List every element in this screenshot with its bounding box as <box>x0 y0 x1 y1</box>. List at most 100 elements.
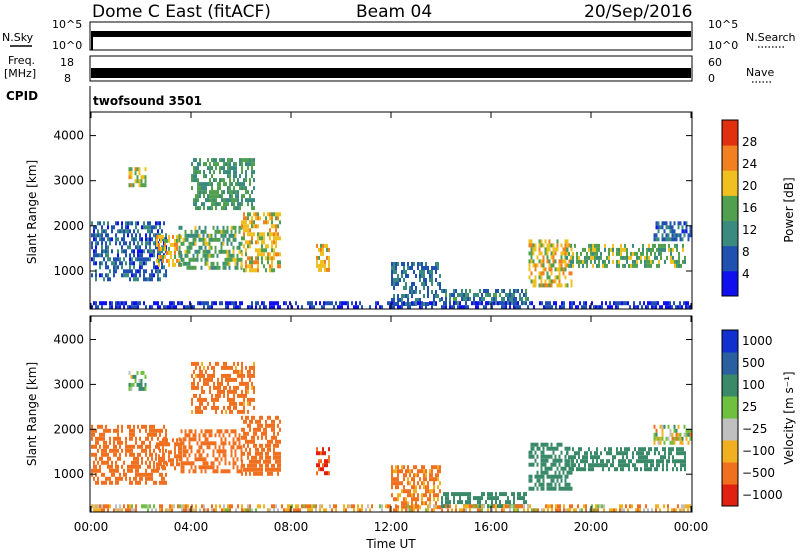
range-gate-cell <box>200 457 203 462</box>
range-gate-cell <box>241 409 243 414</box>
range-gate-cell <box>243 381 245 386</box>
range-gate-cell <box>638 459 640 464</box>
range-gate-cell <box>532 283 535 288</box>
range-gate-cell <box>411 262 413 266</box>
range-gate-cell <box>113 261 115 266</box>
range-gate-cell <box>620 243 622 248</box>
range-gate-cell <box>226 237 229 242</box>
range-gate-cell <box>253 224 255 229</box>
range-gate-cell <box>540 466 543 471</box>
range-gate-cell <box>168 234 170 239</box>
range-gate-cell <box>132 382 135 387</box>
range-gate-cell <box>255 447 257 452</box>
range-gate-cell <box>213 194 215 199</box>
range-gate-cell <box>103 436 105 441</box>
range-gate-cell <box>324 463 326 468</box>
range-gate-cell <box>379 305 381 310</box>
range-gate-cell <box>271 419 273 424</box>
range-gate-cell <box>677 305 679 310</box>
range-gate-cell <box>239 393 241 398</box>
range-gate-cell <box>249 158 251 163</box>
range-gate-cell <box>621 508 623 513</box>
range-gate-cell <box>190 265 193 270</box>
range-gate-cell <box>137 305 139 310</box>
range-gate-cell <box>199 397 201 402</box>
range-gate-cell <box>273 467 275 472</box>
range-gate-cell <box>139 269 141 274</box>
range-gate-cell <box>657 229 660 234</box>
range-gate-cell <box>275 240 277 245</box>
range-gate-cell <box>243 463 245 468</box>
range-gate-cell <box>671 237 674 242</box>
range-gate-cell <box>662 455 664 460</box>
range-gate-cell <box>243 236 245 241</box>
range-gate-cell <box>241 373 243 378</box>
range-gate-cell <box>542 442 545 447</box>
range-gate-cell <box>320 251 322 256</box>
range-gate-cell <box>439 282 441 286</box>
range-gate-cell <box>521 496 523 501</box>
range-gate-cell <box>321 504 323 509</box>
range-gate-cell <box>236 465 239 470</box>
range-gate-cell <box>407 262 409 266</box>
range-gate-cell <box>143 424 145 429</box>
range-gate-cell <box>203 508 205 513</box>
range-gate-cell <box>415 501 417 506</box>
range-gate-cell <box>109 464 111 469</box>
range-gate-cell <box>117 229 119 234</box>
range-gate-cell <box>147 508 149 513</box>
range-gate-cell <box>596 255 598 260</box>
range-gate-cell <box>241 202 243 207</box>
range-gate-cell <box>99 261 101 266</box>
range-gate-cell <box>156 442 158 447</box>
range-gate-cell <box>269 467 271 472</box>
range-gate-cell <box>479 504 481 509</box>
range-gate-cell <box>543 305 545 310</box>
range-gate-cell <box>144 175 147 180</box>
range-gate-cell <box>186 449 189 454</box>
range-gate-cell <box>588 463 590 468</box>
range-gate-cell <box>139 476 141 481</box>
range-gate-cell <box>639 504 641 509</box>
range-gate-cell <box>249 397 251 402</box>
range-gate-cell <box>447 504 449 509</box>
range-gate-cell <box>105 245 107 250</box>
range-gate-cell <box>178 462 180 467</box>
range-gate-cell <box>111 301 113 306</box>
range-gate-cell <box>247 202 249 207</box>
range-gate-cell <box>255 467 257 472</box>
range-gate-cell <box>570 486 573 491</box>
range-gate-cell <box>234 225 237 230</box>
range-gate-cell <box>316 243 318 248</box>
range-gate-cell <box>602 463 604 468</box>
range-gate-cell <box>176 258 178 263</box>
range-gate-cell <box>655 225 658 230</box>
range-gate-cell <box>141 257 143 262</box>
range-gate-cell <box>232 233 235 238</box>
range-gate-cell <box>475 293 477 297</box>
range-gate-cell <box>245 220 247 225</box>
range-gate-cell <box>134 374 137 379</box>
range-gate-cell <box>590 455 592 460</box>
range-gate-cell <box>137 249 139 254</box>
range-gate-cell <box>249 373 251 378</box>
range-gate-cell <box>568 486 571 491</box>
range-gate-cell <box>143 273 145 278</box>
range-gate-cell <box>649 301 651 306</box>
range-gate-cell <box>115 476 117 481</box>
range-gate-cell <box>570 283 573 288</box>
power-cb-tick-20: 20 <box>742 179 757 193</box>
range-gate-cell <box>544 239 547 244</box>
range-gate-cell <box>560 243 563 248</box>
range-gate-cell <box>195 405 197 410</box>
range-gate-cell <box>279 455 281 460</box>
range-gate-cell <box>164 442 166 447</box>
range-gate-cell <box>164 254 166 259</box>
range-gate-cell <box>261 260 263 265</box>
range-gate-cell <box>138 171 141 176</box>
range-gate-cell <box>544 267 547 272</box>
range-gate-cell <box>237 369 239 374</box>
range-gate-cell <box>197 182 199 187</box>
range-gate-cell <box>564 243 567 248</box>
range-gate-cell <box>558 271 561 276</box>
